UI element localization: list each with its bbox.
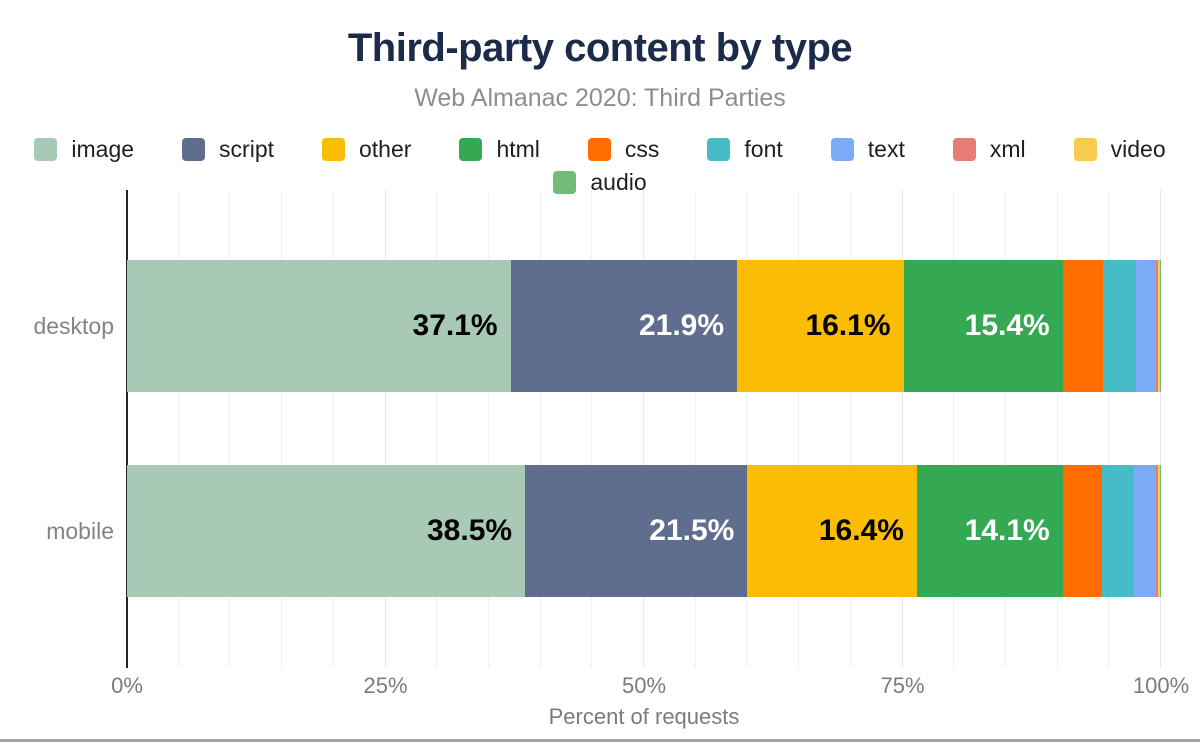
legend-item-text: text [830, 136, 905, 163]
gridline-75 [901, 190, 903, 668]
segment-desktop-css [1062, 260, 1104, 392]
legend: image script other html css font text xml video … [0, 133, 1200, 199]
gridline-30 [436, 190, 438, 668]
legend-label-other: other [359, 136, 412, 162]
segment-mobile-script: 21.5% [525, 465, 748, 597]
bar-value-label-mobile-other: 16.4% [818, 514, 904, 547]
legend-swatch-text [830, 138, 854, 161]
gridline-40 [539, 190, 541, 668]
gridline-80 [953, 190, 955, 668]
bar-value-label-mobile-html: 14.1% [964, 514, 1050, 547]
legend-row-1: image script other html css font text xml video [0, 133, 1200, 166]
legend-label-audio: audio [590, 169, 647, 195]
gridline-100 [1160, 190, 1161, 668]
segment-mobile-video [1157, 465, 1160, 597]
bar-value-label-mobile-image: 38.5% [427, 514, 513, 547]
legend-item-video: video [1073, 136, 1166, 163]
gridline-90 [1056, 190, 1058, 668]
x-axis-title: Percent of requests [548, 704, 740, 729]
legend-item-image: image [34, 136, 134, 163]
gridline-25 [384, 190, 386, 668]
x-tick-100pct: 100% [1132, 673, 1190, 698]
segment-desktop-video [1157, 260, 1160, 392]
gridline-55 [694, 190, 696, 668]
legend-swatch-xml [952, 138, 976, 161]
legend-label-font: font [744, 136, 783, 162]
legend-label-css: css [624, 136, 660, 162]
legend-item-font: font [707, 136, 783, 163]
legend-item-script: script [182, 136, 274, 163]
legend-swatch-script [182, 138, 206, 161]
segment-desktop-text [1136, 260, 1156, 392]
y-axis-line [126, 190, 128, 668]
legend-item-css: css [587, 136, 660, 163]
gridline-15 [281, 190, 283, 668]
plot-area: 37.1% 21.9% 16.1% 15.4% 38.5% 21.5% 16.4% 14.1% [127, 190, 1161, 668]
segment-desktop-html: 15.4% [903, 260, 1063, 392]
bar-value-label-desktop-image: 37.1% [412, 309, 498, 342]
segment-mobile-html: 14.1% [916, 465, 1063, 597]
gridline-85 [1004, 190, 1006, 668]
legend-item-xml: xml [952, 136, 1026, 163]
chart-title: Third-party content by type [347, 26, 853, 70]
bar-value-label-desktop-html: 15.4% [964, 309, 1050, 342]
legend-label-image: image [71, 136, 135, 162]
gridline-20 [332, 190, 334, 668]
x-tick-0pct: 0% [111, 673, 143, 698]
gridline-45 [591, 190, 593, 668]
y-label-desktop: desktop [33, 313, 114, 339]
legend-swatch-font [707, 138, 731, 161]
gridline-65 [798, 190, 800, 668]
legend-label-text: text [867, 136, 905, 162]
bar-mobile: 38.5% 21.5% 16.4% 14.1% [127, 465, 1161, 597]
segment-desktop-font [1103, 260, 1137, 392]
segment-mobile-xml [1155, 465, 1158, 597]
legend-row-2: audio [0, 166, 1200, 199]
gridline-35 [487, 190, 489, 668]
legend-swatch-audio [553, 171, 577, 194]
legend-swatch-image [34, 138, 58, 161]
segment-mobile-image: 38.5% [127, 465, 526, 597]
legend-swatch-video [1073, 138, 1097, 161]
bar-value-label-desktop-other: 16.1% [805, 309, 891, 342]
segment-desktop-xml [1155, 260, 1158, 392]
segment-mobile-other: 16.4% [747, 465, 917, 597]
legend-swatch-other [322, 138, 345, 161]
legend-item-other: other [322, 136, 411, 163]
segment-desktop-script: 21.9% [510, 260, 738, 392]
gridline-50 [643, 190, 644, 668]
y-label-mobile: mobile [46, 518, 114, 544]
segment-mobile-css [1062, 465, 1102, 597]
gridline-10 [229, 190, 231, 668]
segment-mobile-font [1102, 465, 1135, 597]
gridline-5 [177, 190, 179, 668]
chart-region: 37.1% 21.9% 16.1% 15.4% 38.5% 21.5% 16.4% 14.1%… [0, 190, 1200, 668]
legend-label-html: html [496, 136, 540, 162]
legend-label-script: script [219, 136, 274, 162]
bar-value-label-desktop-script: 21.9% [638, 309, 725, 342]
gridline-95 [1108, 190, 1110, 668]
legend-label-video: video [1110, 136, 1166, 162]
segment-desktop-other: 16.1% [737, 260, 904, 392]
gridline-60 [746, 190, 748, 668]
x-tick-50pct: 50% [621, 673, 667, 698]
x-tick-75pct: 75% [880, 673, 925, 698]
legend-item-audio: audio [553, 169, 647, 196]
bar-value-label-mobile-script: 21.5% [649, 514, 735, 547]
segment-desktop-audio [1159, 260, 1161, 392]
chart-subtitle: Web Almanac 2020: Third Parties [414, 84, 786, 112]
legend-label-xml: xml [989, 136, 1026, 162]
legend-swatch-html [459, 138, 483, 161]
segment-mobile-text [1134, 465, 1156, 597]
segment-desktop-image: 37.1% [127, 260, 511, 392]
legend-swatch-css [587, 138, 611, 161]
bar-desktop: 37.1% 21.9% 16.1% 15.4% [127, 260, 1161, 392]
x-axis-ticks: 0% 25% 50% 75% 100% [111, 673, 1189, 699]
segment-mobile-audio [1159, 465, 1161, 597]
x-tick-25pct: 25% [363, 673, 408, 698]
legend-item-html: html [459, 136, 540, 163]
gridline-70 [849, 190, 851, 668]
